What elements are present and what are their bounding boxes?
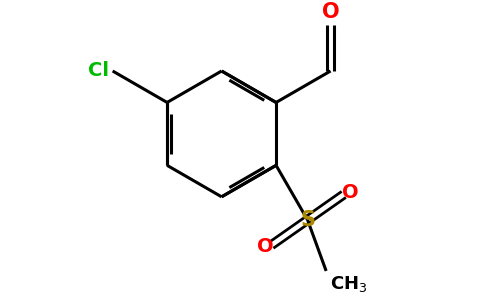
Text: O: O <box>322 2 339 22</box>
Text: O: O <box>342 183 358 202</box>
Text: S: S <box>300 210 315 230</box>
Text: O: O <box>257 237 273 256</box>
Text: CH$_3$: CH$_3$ <box>330 274 367 294</box>
Text: Cl: Cl <box>88 61 109 80</box>
